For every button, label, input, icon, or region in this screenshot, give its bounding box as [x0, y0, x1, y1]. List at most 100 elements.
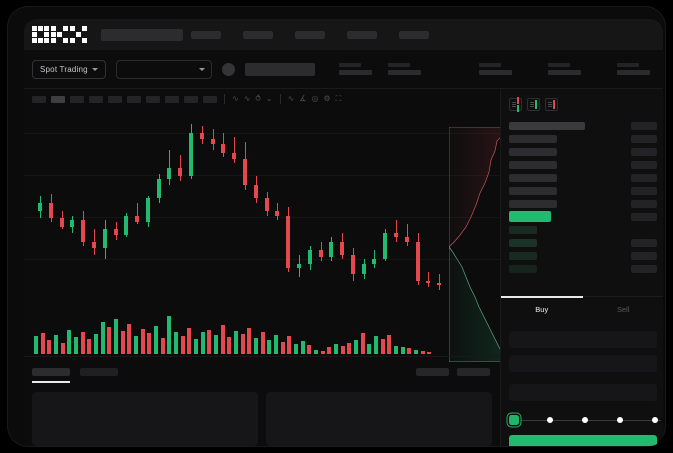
order-amount-field[interactable]: [509, 355, 657, 372]
magnet-icon[interactable]: ∡: [299, 94, 307, 103]
chevron-down-icon: [91, 67, 98, 71]
orderbook-view-bids-icon[interactable]: [527, 98, 540, 111]
volume-bar: [320, 350, 325, 354]
slider-step-75[interactable]: [617, 416, 623, 423]
chevron-down-icon: [198, 67, 205, 71]
ticker-stat-1-value: [338, 70, 372, 75]
slider-step-25[interactable]: [547, 416, 553, 423]
timeframe-button-4[interactable]: [89, 95, 103, 103]
orderbook-price-cell: [509, 238, 537, 247]
volume-bar: [334, 343, 338, 354]
orderbook-row[interactable]: [509, 223, 657, 236]
orderbook-best-bid: [509, 211, 551, 222]
orderbook-rows[interactable]: [509, 119, 657, 275]
settings-icon[interactable]: ⚙: [323, 94, 331, 103]
candle-body: [394, 233, 399, 238]
slider-step-100[interactable]: [652, 416, 658, 423]
trading-mode-label: Spot Trading: [40, 64, 88, 74]
chart-action-1[interactable]: [416, 367, 449, 376]
timeframe-button-6[interactable]: [127, 95, 141, 103]
orderbook-row[interactable]: [509, 145, 657, 158]
volume-bar: [40, 333, 45, 354]
timeframe-button-5[interactable]: [108, 95, 122, 103]
slider-step-50[interactable]: [582, 416, 588, 423]
nav-item-4[interactable]: [347, 30, 377, 39]
timeframe-button-1[interactable]: [32, 95, 46, 103]
timeframe-button-8[interactable]: [165, 95, 179, 103]
nav-item-3[interactable]: [295, 30, 325, 39]
chart-tab-1[interactable]: [32, 367, 70, 383]
indicator-icon[interactable]: ∿: [232, 94, 239, 103]
volume-bar: [34, 336, 38, 354]
timeframe-button-3[interactable]: [70, 95, 84, 103]
volume-bar: [387, 334, 392, 354]
global-search-input[interactable]: [101, 28, 183, 41]
orderbook-row[interactable]: [509, 262, 657, 275]
alert-icon[interactable]: ⥀: [255, 94, 261, 103]
volume-bar: [114, 318, 118, 354]
open-orders-panel[interactable]: [32, 392, 258, 446]
volume-bar: [340, 346, 345, 354]
timeframe-button-9[interactable]: [184, 95, 198, 103]
volume-bar: [414, 350, 418, 354]
orderbook-row[interactable]: [509, 171, 657, 184]
timeframe-button-10[interactable]: [203, 95, 217, 103]
tab-sell[interactable]: Sell: [583, 297, 664, 322]
nav-item-5[interactable]: [399, 30, 429, 39]
order-total-field[interactable]: [509, 384, 657, 401]
device-bezel: Spot Trading ∿ ∿ ⥀ ⌄ ∿ ∡ ◎ ⚙ ⛶: [7, 6, 666, 447]
trading-pair-select[interactable]: [115, 59, 212, 79]
orderbook-view-asks-icon[interactable]: [545, 98, 558, 111]
ticker-stat-5: [616, 63, 650, 75]
fullscreen-icon[interactable]: ⛶: [335, 94, 342, 103]
price-chart[interactable]: [24, 109, 503, 362]
candle-body: [404, 237, 409, 242]
chart-tab-2[interactable]: [80, 367, 118, 376]
orderbook-row[interactable]: [509, 184, 657, 197]
candle-body: [167, 167, 172, 179]
nav-item-2[interactable]: [243, 30, 273, 39]
volume-bar: [427, 351, 432, 354]
orderbook-row[interactable]: [509, 197, 657, 210]
timeframe-button-7[interactable]: [146, 95, 160, 103]
orderbook-row[interactable]: [509, 210, 657, 223]
candle-body: [189, 132, 194, 177]
volume-bar: [134, 335, 138, 354]
orderbook-size-cell: [631, 251, 657, 260]
compare-icon[interactable]: ∿: [243, 94, 251, 103]
candle-body: [124, 215, 129, 236]
order-price-field[interactable]: [509, 331, 657, 348]
trade-history-panel[interactable]: [266, 392, 492, 446]
submit-order-button[interactable]: [509, 435, 657, 446]
volume-bar: [380, 338, 385, 354]
tab-buy[interactable]: Buy: [501, 296, 583, 322]
volume-bar: [254, 338, 258, 354]
volume-bar: [207, 330, 212, 354]
candle-wick: [406, 224, 408, 247]
okx-logo[interactable]: [32, 26, 87, 43]
chevron-down-icon[interactable]: ⌄: [265, 94, 273, 103]
eye-icon[interactable]: ◎: [311, 94, 319, 103]
chart-action-2[interactable]: [457, 367, 490, 376]
orderbook-view-both-icon[interactable]: [509, 97, 522, 112]
orderbook-row[interactable]: [509, 158, 657, 171]
ticker-stat-4-label: [547, 63, 570, 67]
orderbook-row[interactable]: [509, 249, 657, 262]
orderbook-row[interactable]: [509, 119, 657, 132]
orderbook-row[interactable]: [509, 132, 657, 145]
order-amount-slider[interactable]: [509, 414, 661, 426]
trading-mode-selector[interactable]: Spot Trading: [32, 59, 106, 79]
orderbook-size-cell: [631, 134, 657, 143]
volume-bar: [227, 337, 232, 354]
ticker-stat-4: [547, 63, 581, 75]
slider-handle[interactable]: [509, 414, 519, 425]
nav-item-1[interactable]: [191, 30, 221, 39]
orderbook-price-cell: [509, 121, 585, 130]
orderbook-row[interactable]: [509, 236, 657, 249]
volume-bar: [420, 350, 425, 354]
timeframe-button-2[interactable]: [51, 95, 65, 103]
volume-bar: [67, 330, 72, 354]
volume-bar: [280, 342, 285, 354]
orderbook-price-cell: [509, 173, 557, 182]
line-chart-icon[interactable]: ∿: [287, 94, 295, 103]
